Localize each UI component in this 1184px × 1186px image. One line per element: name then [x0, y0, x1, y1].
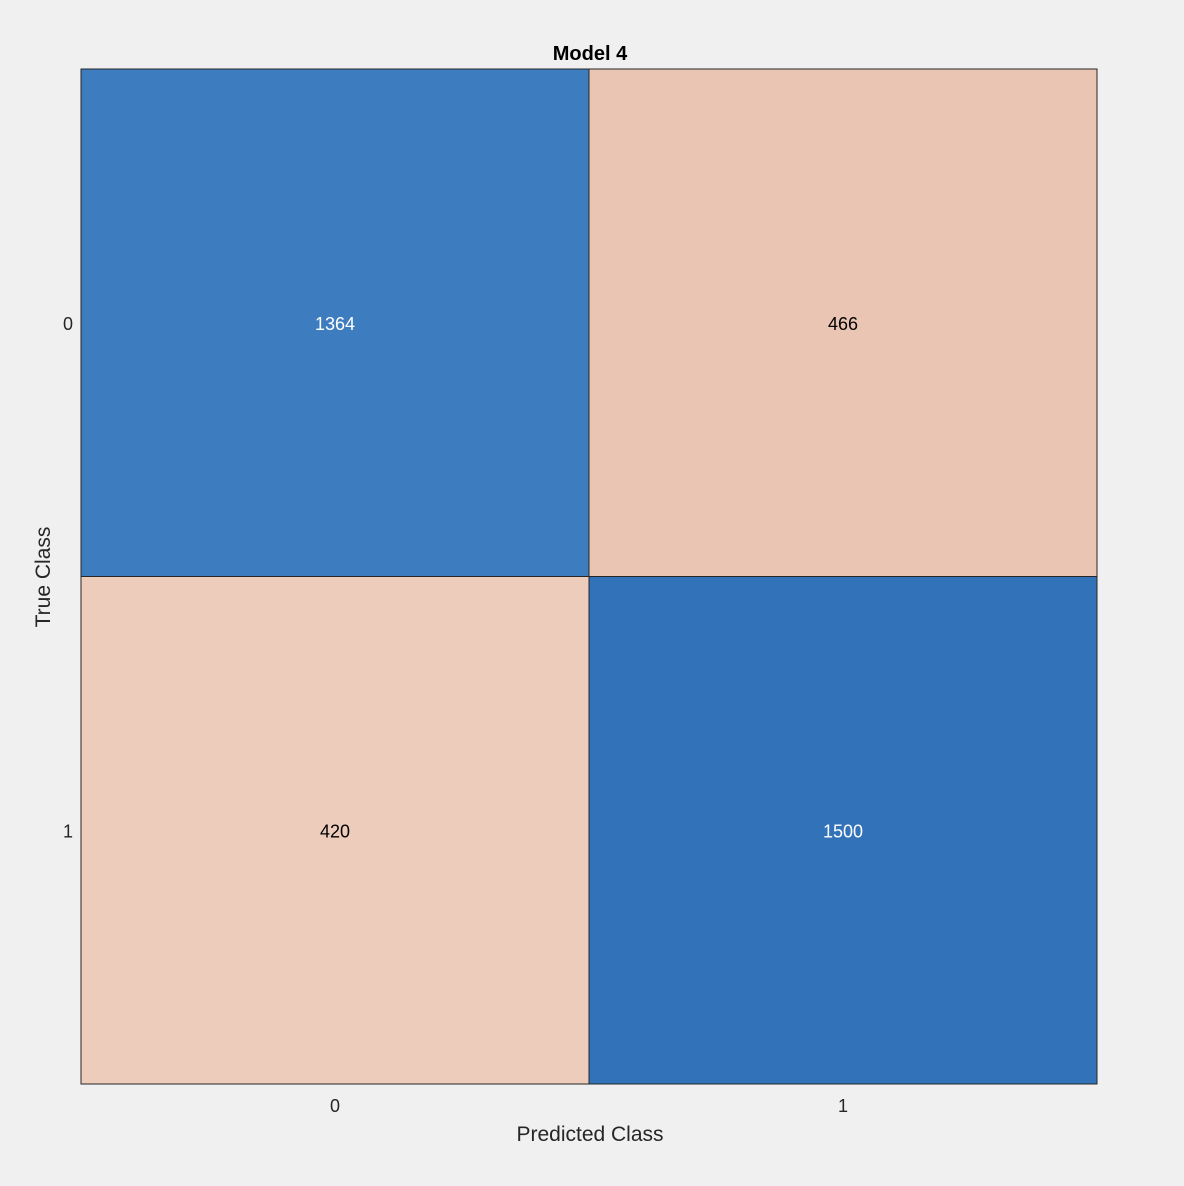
matrix-cell-true-1-pred-0: [80, 576, 590, 1085]
y-tick-label: 0: [63, 314, 73, 334]
cell-value-label: 420: [320, 821, 350, 841]
x-axis-label: Predicted Class: [516, 1123, 663, 1146]
matrix-cell-true-0-pred-0: [80, 68, 590, 577]
matrix-cell-true-1-pred-1: [588, 576, 1098, 1085]
y-tick-labels: 01: [63, 314, 73, 842]
x-tick-label: 0: [330, 1096, 340, 1116]
cell-value-labels: 1364 466 420 1500: [315, 314, 863, 842]
y-axis-label: True Class: [32, 527, 55, 628]
matrix-cells: [80, 68, 1098, 1085]
cell-value-label: 466: [828, 314, 858, 334]
chart-title: Model 4: [553, 43, 628, 65]
y-tick-label: 1: [63, 821, 73, 841]
x-tick-label: 1: [838, 1096, 848, 1116]
plot-frame: [80, 68, 1098, 1085]
cell-value-label: 1500: [823, 821, 863, 841]
cell-value-label: 1364: [315, 314, 355, 334]
